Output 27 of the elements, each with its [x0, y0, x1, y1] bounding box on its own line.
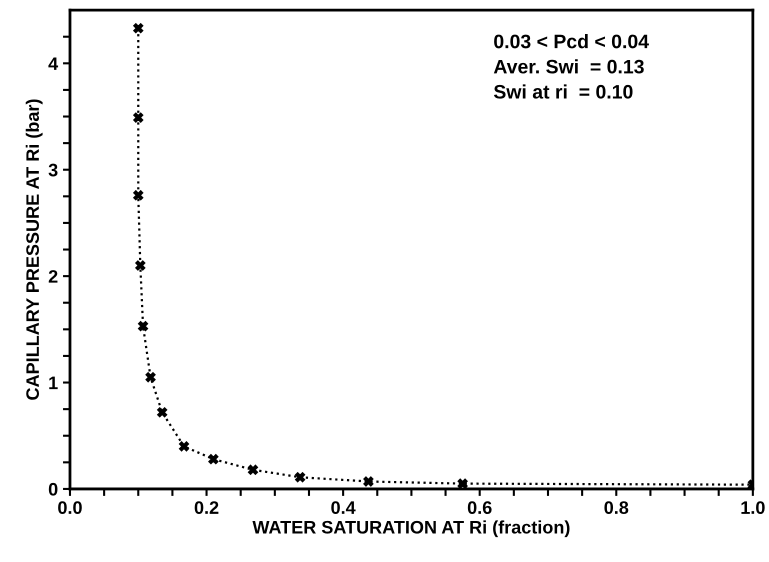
- point: [178, 441, 190, 452]
- point: [145, 372, 156, 382]
- point: [248, 464, 258, 475]
- annotation: 0.03 < Pcd < 0.04 Aver. Swi = 0.13 Swi at ri = 0.10: [494, 34, 649, 99]
- point: [133, 190, 144, 200]
- point: [457, 478, 468, 489]
- point: [208, 454, 219, 464]
- y-axis-title: CAPILLARY PRESSURE AT Ri (bar): [26, 99, 43, 400]
- x-tick-label: 1.0: [741, 501, 765, 514]
- x-tick-label: 0.2: [194, 501, 218, 514]
- point: [294, 472, 306, 482]
- point: [156, 407, 168, 418]
- point: [133, 22, 144, 34]
- point: [363, 476, 374, 487]
- point: [133, 112, 144, 123]
- y-tick-label: 2: [48, 270, 58, 283]
- x-axis-title: WATER SATURATION AT Ri (fraction): [252, 520, 570, 538]
- point: [135, 260, 146, 271]
- y-tick-label: 3: [48, 164, 58, 176]
- point: [138, 320, 148, 332]
- y-tick-label: 0: [48, 482, 58, 496]
- y-tick-label: 4: [48, 57, 58, 70]
- x-tick-label: 0.4: [331, 501, 356, 514]
- x-tick-label: 0.6: [468, 501, 492, 514]
- x-tick-label: 0.8: [604, 501, 628, 514]
- x-tick-label: 0.0: [58, 501, 82, 514]
- y-tick-label: 1: [49, 376, 58, 390]
